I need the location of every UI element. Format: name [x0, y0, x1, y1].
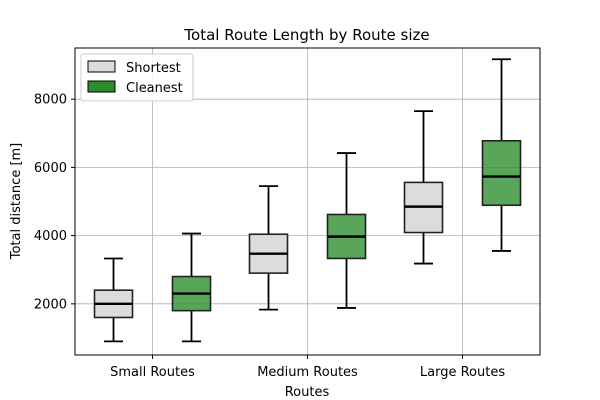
y-axis-label: Total distance [m] [9, 143, 24, 261]
legend-swatch-cleanest [87, 80, 116, 93]
y-axis-ticks: 2000 4000 6000 8000 [34, 93, 75, 312]
box-cleanest [326, 152, 367, 309]
box-cleanest [481, 58, 522, 252]
chart-title: Total Route Length by Route size [183, 26, 429, 44]
box-cleanest [171, 232, 212, 343]
legend-label-shortest: Shortest [126, 61, 181, 76]
x-tick-label: Large Routes [420, 365, 505, 380]
legend-label-cleanest: Cleanest [126, 81, 183, 96]
box-shortest [403, 110, 444, 265]
y-tick-label: 8000 [34, 93, 67, 108]
legend: Shortest Cleanest [80, 53, 194, 102]
x-axis-label: Routes [285, 385, 330, 400]
legend-swatch-shortest [87, 60, 116, 73]
x-tick-label: Medium Routes [257, 365, 358, 380]
box-shortest [248, 185, 289, 311]
x-axis-ticks: Small Routes Medium Routes Large Routes [110, 355, 505, 380]
box-iqr [481, 139, 522, 207]
x-tick-label: Small Routes [110, 365, 195, 380]
y-tick-label: 6000 [34, 161, 67, 176]
y-tick-label: 4000 [34, 229, 67, 244]
box-series [93, 58, 522, 343]
box-shortest [93, 257, 134, 343]
y-tick-label: 2000 [34, 297, 67, 312]
